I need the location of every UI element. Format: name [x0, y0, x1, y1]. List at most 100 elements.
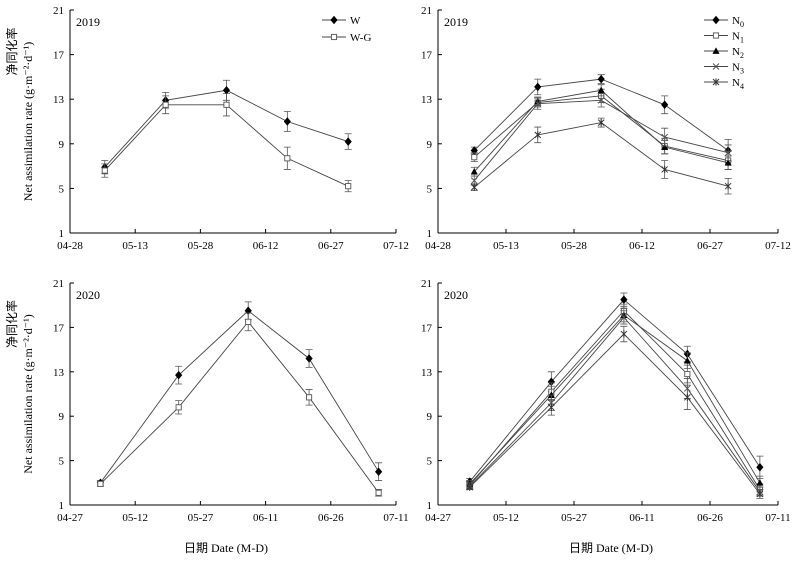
- legend-marker-N2: [712, 47, 720, 54]
- chart-panel-top-right: 1 5 9 13 17 21 04-28 05-13 05-28 06-12 06-27 07-12 2…: [421, 5, 791, 252]
- year-label: 2020: [76, 288, 100, 302]
- y-tick-label: 9: [59, 411, 65, 423]
- y-tick-label: 9: [427, 411, 433, 423]
- data-point-N4: [661, 165, 669, 174]
- shared-xlabel-right: 日期 Date (M-D): [569, 541, 653, 555]
- y-tick-label: 1: [59, 500, 65, 512]
- data-point-N1: [471, 154, 478, 161]
- x-tick-label: 05-28: [188, 240, 214, 252]
- legend-marker-N4: [712, 78, 720, 86]
- data-point-W-G: [306, 394, 313, 401]
- legend-label-W: W: [350, 15, 361, 27]
- y-tick-label: 13: [53, 367, 65, 379]
- data-point-W: [344, 137, 352, 146]
- y-axis-title-en: Net assimilation rate (g·m⁻²·d⁻¹): [21, 42, 35, 202]
- y-axis-title-cn: 净同化率: [4, 27, 19, 75]
- data-point-N4: [534, 131, 542, 139]
- legend-marker-N1: [712, 32, 720, 39]
- x-tick-label: 04-27: [57, 512, 83, 524]
- legend: W W-G: [322, 15, 371, 44]
- x-tick-label: 05-12: [493, 512, 519, 524]
- data-point-N4: [724, 182, 732, 190]
- x-tick-label: 04-27: [425, 512, 451, 524]
- y-tick-label: 5: [427, 183, 433, 195]
- legend-label-W-G: W-G: [350, 32, 371, 44]
- data-point-N3: [724, 149, 732, 157]
- data-point-N2: [597, 86, 605, 94]
- data-point-W-G: [345, 183, 352, 190]
- data-point-W: [305, 354, 313, 363]
- y-tick-label: 1: [427, 500, 433, 512]
- legend-label-N2: N2: [732, 46, 744, 60]
- data-point-N0: [534, 82, 542, 92]
- series-line-W: [100, 310, 379, 484]
- series-line-N0: [469, 299, 761, 482]
- x-tick-label: 07-12: [383, 240, 409, 252]
- chart-panel-bottom-right: 1 5 9 13 17 21 04-27 05-12 05-27 06-11 06-26 07-11 2…: [421, 278, 791, 524]
- x-tick-label: 06-12: [629, 240, 655, 252]
- legend-marker-N3: [712, 63, 720, 70]
- data-point-W-G: [97, 480, 104, 487]
- data-point-N4: [756, 490, 764, 498]
- series-N4: [466, 325, 764, 499]
- data-point-W-G: [162, 101, 169, 108]
- chart-panel-bottom-left: 1 5 9 13 17 21 04-27 05-12 05-27 06-11 06-26 07-11 2…: [4, 278, 409, 524]
- series-line-N4: [469, 333, 761, 495]
- series-N0: [466, 292, 764, 486]
- x-tick-label: 05-13: [122, 240, 148, 252]
- y-axis-title-cn: 净同化率: [4, 300, 19, 348]
- x-tick-label: 05-27: [561, 512, 587, 524]
- data-point-N4: [683, 393, 691, 401]
- y-tick-label: 17: [53, 322, 65, 334]
- y-tick-label: 1: [59, 228, 65, 240]
- series-W-G: [101, 93, 352, 193]
- y-tick-label: 17: [421, 322, 433, 334]
- x-tick-label: 05-27: [188, 512, 214, 524]
- y-tick-label: 21: [421, 5, 432, 17]
- data-point-W: [283, 117, 291, 126]
- y-tick-label: 17: [53, 50, 65, 62]
- y-tick-label: 9: [427, 139, 433, 151]
- y-tick-label: 13: [53, 94, 65, 106]
- data-point-N4: [597, 119, 605, 127]
- data-point-N4: [470, 183, 478, 191]
- y-axis-title-en: Net assimilation rate (g·m⁻²·d⁻¹): [21, 314, 35, 474]
- series-W-G: [96, 312, 383, 497]
- data-point-N0: [597, 74, 605, 84]
- data-point-N2: [661, 143, 669, 150]
- y-tick-label: 13: [421, 94, 433, 106]
- x-tick-label: 07-11: [765, 512, 790, 524]
- data-point-N4: [620, 330, 628, 338]
- data-point-N3: [620, 314, 628, 321]
- legend-marker-W: [330, 15, 338, 25]
- x-tick-label: 04-28: [57, 240, 83, 252]
- x-tick-label: 06-27: [697, 240, 723, 252]
- y-tick-label: 5: [59, 456, 65, 468]
- x-tick-label: 05-13: [493, 240, 519, 252]
- data-point-W-G: [245, 318, 252, 325]
- data-point-W: [375, 467, 383, 476]
- y-tick-label: 5: [59, 183, 65, 195]
- data-point-N0: [661, 100, 669, 110]
- data-point-N0: [756, 462, 764, 472]
- data-point-W-G: [375, 489, 382, 496]
- year-label: 2020: [444, 288, 468, 302]
- legend-label-N1: N1: [732, 31, 744, 45]
- data-point-W-G: [284, 155, 291, 162]
- data-point-N2: [724, 159, 732, 166]
- series-line-W-G: [104, 104, 349, 187]
- y-tick-label: 21: [421, 278, 432, 290]
- y-tick-label: 17: [421, 50, 433, 62]
- data-point-W-G: [175, 404, 182, 411]
- data-point-N3: [470, 177, 478, 184]
- data-point-N2: [756, 479, 764, 486]
- data-point-N3: [534, 100, 542, 108]
- series-N4: [470, 117, 732, 195]
- series-N2: [466, 308, 764, 490]
- legend-marker-N0: [712, 15, 720, 25]
- data-point-N3: [597, 96, 605, 104]
- y-tick-label: 9: [59, 139, 65, 151]
- data-point-N3: [661, 133, 669, 141]
- chart-panel-top-left: 1 5 9 13 17 21 04-28 05-13 05-28 06-12 06-27 07-12 2…: [4, 5, 409, 252]
- data-point-N2: [683, 356, 691, 364]
